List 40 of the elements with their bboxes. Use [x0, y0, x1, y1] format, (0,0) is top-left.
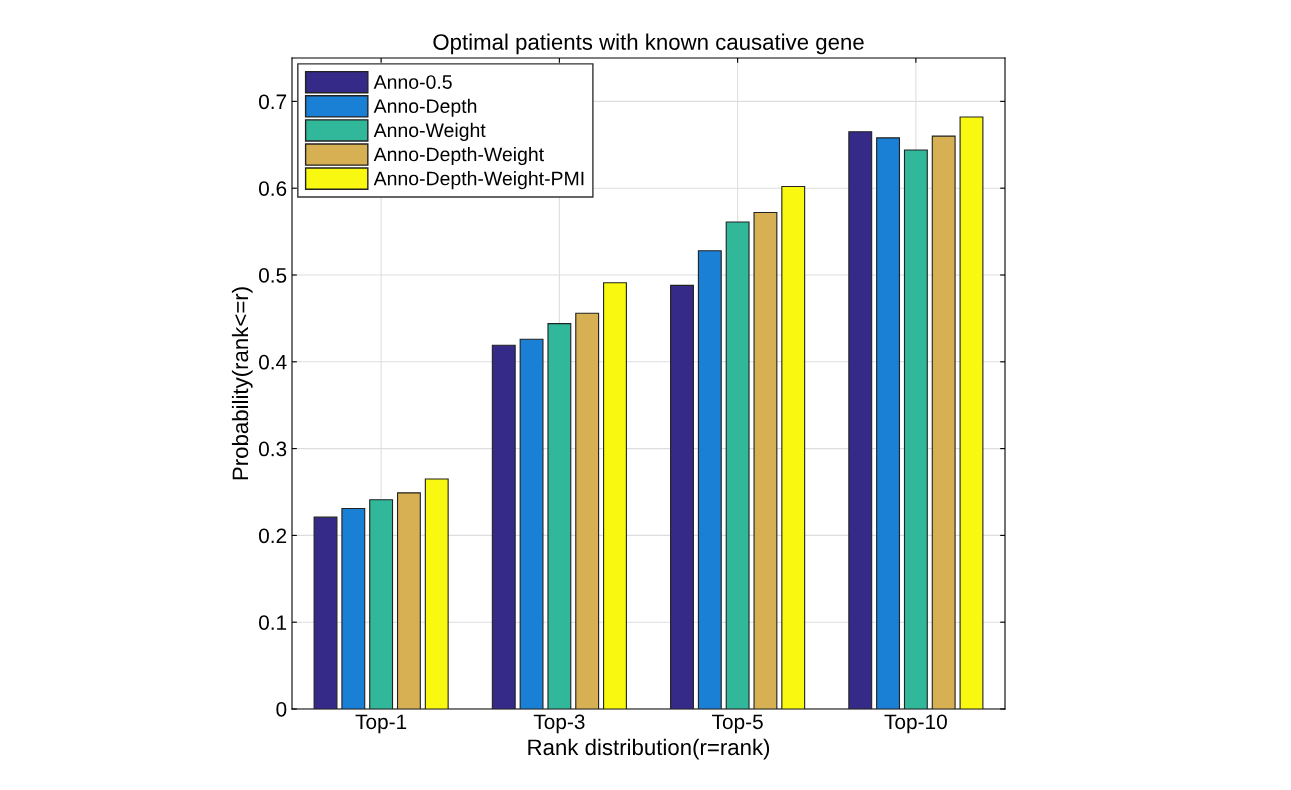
legend-label: Anno-Weight	[373, 122, 486, 141]
x-tick-label: Top-5	[712, 714, 763, 734]
bar	[341, 507, 366, 709]
y-tick-label: 0.3	[258, 441, 287, 457]
y-tick-label: 0.2	[258, 528, 287, 544]
y-tick-label: 0.5	[258, 268, 287, 283]
bar	[603, 282, 627, 709]
y-tick-label: 0	[276, 702, 287, 717]
bar	[519, 338, 544, 709]
bar	[931, 135, 956, 709]
bar	[575, 312, 600, 709]
bar	[848, 131, 873, 709]
bar	[697, 250, 722, 709]
bar	[903, 149, 928, 709]
bar	[547, 323, 572, 709]
bar	[670, 284, 694, 709]
bar	[876, 137, 901, 709]
y-axis-title: Probability(rank<=r)	[231, 287, 253, 480]
bar	[424, 478, 449, 709]
bar	[396, 492, 421, 709]
bar	[753, 211, 778, 709]
bar	[725, 221, 750, 709]
y-tick-label: 0.4	[258, 354, 287, 370]
x-tick-label: Top-10	[884, 714, 947, 734]
legend-label: Anno-0.5	[373, 75, 452, 89]
legend-label: Anno-Depth-Weight	[373, 146, 544, 166]
bar	[491, 344, 516, 709]
x-tick-label: Top-3	[533, 714, 585, 734]
bar	[781, 185, 806, 709]
y-tick-label: 0.7	[258, 94, 287, 110]
y-tick-label: 0.1	[258, 615, 287, 630]
bar	[369, 499, 394, 709]
x-tick-label: Top-1	[355, 714, 407, 734]
legend-label: Anno-Depth	[373, 98, 477, 117]
bar	[313, 516, 338, 709]
legend-label: Anno-Depth-Weight-PMI	[373, 171, 584, 190]
chart-title: Optimal patients with known causative gene	[433, 33, 864, 55]
y-tick-label: 0.6	[258, 181, 287, 196]
bar	[959, 116, 984, 709]
x-axis-title: Rank distribution(r=rank)	[528, 738, 770, 760]
